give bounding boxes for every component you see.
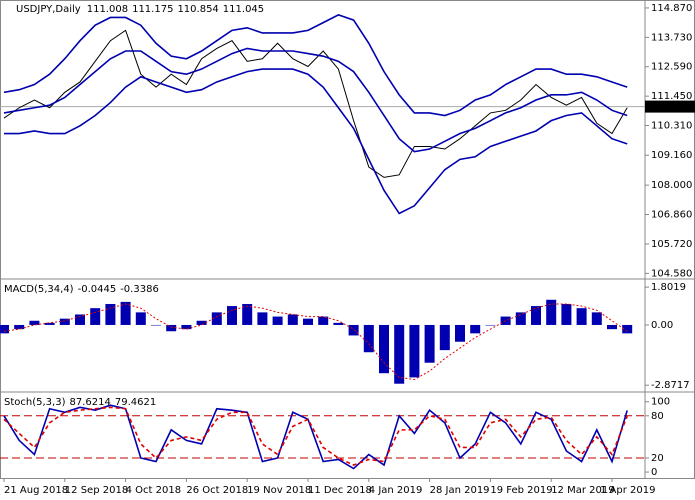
- histogram-bar: [531, 306, 541, 325]
- y-tick-label: 104.580: [651, 268, 692, 279]
- series-line: [3, 47, 628, 153]
- y-tick-label: -2.8717: [651, 380, 690, 391]
- histogram-bar: [348, 324, 359, 336]
- y-tick-label: 20: [651, 453, 664, 464]
- histogram-bar: [363, 324, 374, 353]
- x-tick-label: 19 Nov 2018: [247, 485, 311, 496]
- x-tick-label: 21 Aug 2018: [4, 485, 68, 496]
- y-tick-label: 110.310: [651, 121, 692, 132]
- histogram-bar: [591, 312, 602, 325]
- histogram-bar: [409, 324, 420, 378]
- histogram-bar: [394, 324, 405, 384]
- histogram-bar: [576, 308, 587, 325]
- y-tick-label: 108.000: [651, 180, 692, 191]
- histogram-bar: [561, 303, 572, 325]
- y-tick-label: 105.720: [651, 239, 692, 250]
- x-tick-label: 4 Oct 2018: [126, 485, 181, 496]
- y-tick-label: 109.160: [651, 150, 692, 161]
- stoch-title: Stoch(5,3,3) 87.6214 79.4621: [4, 397, 156, 408]
- x-tick-label: 28 Jan 2019: [430, 485, 490, 496]
- histogram-bar: [318, 316, 329, 325]
- y-tick-label: 113.730: [651, 32, 692, 43]
- series-line: [3, 14, 628, 117]
- histogram-bar: [546, 299, 557, 325]
- histogram-bar: [607, 324, 617, 330]
- histogram-bar: [44, 322, 55, 325]
- histogram-bar: [59, 318, 70, 325]
- y-tick-label: 112.590: [651, 62, 692, 73]
- histogram-bar: [135, 312, 146, 325]
- x-tick-label: 26 Oct 2018: [186, 485, 248, 496]
- histogram-bar: [272, 316, 283, 325]
- last-price-box: [645, 100, 695, 113]
- y-tick-label: 0.00: [651, 320, 673, 331]
- y-tick-label: 80: [651, 411, 664, 422]
- histogram-bar: [105, 303, 116, 325]
- histogram-bar: [470, 324, 481, 334]
- histogram-bar: [151, 324, 161, 326]
- histogram-bar: [303, 318, 313, 325]
- x-tick-label: 12 Sep 2018: [65, 485, 128, 496]
- histogram-bar: [196, 320, 207, 325]
- chart-title: USDJPY,Daily 111.008 111.175 110.854 111.045: [16, 4, 264, 15]
- histogram-bar: [90, 308, 101, 325]
- histogram-bar: [29, 320, 40, 325]
- histogram-bar: [424, 324, 435, 363]
- histogram-bar: [181, 324, 192, 330]
- signal-line: [3, 303, 628, 381]
- histogram-bar: [257, 312, 268, 325]
- macd-title: MACD(5,34,4) -0.0445 -0.3386: [4, 284, 159, 295]
- histogram-bar: [485, 324, 496, 326]
- histogram-bar: [439, 324, 450, 351]
- histogram-bar: [455, 324, 465, 342]
- series-line: [3, 404, 628, 470]
- y-tick-label: 0: [651, 467, 657, 478]
- histogram-bar: [242, 303, 253, 325]
- histogram-bar: [333, 322, 344, 325]
- y-tick-label: 111.450: [651, 91, 692, 102]
- histogram-bar: [515, 312, 526, 325]
- histogram-bar: [622, 324, 633, 334]
- histogram-bar: [75, 314, 85, 325]
- histogram-bar: [379, 324, 389, 374]
- histogram-bar: [211, 312, 222, 325]
- series-line: [3, 29, 628, 178]
- x-tick-label: 12 Mar 2019: [551, 485, 614, 496]
- y-tick-label: 1.8019: [651, 282, 686, 293]
- histogram-bar: [14, 324, 25, 330]
- histogram-bar: [227, 306, 237, 325]
- y-tick-label: 114.870: [651, 3, 692, 14]
- last-price-label: 111.045: [651, 102, 692, 113]
- histogram-bar: [287, 314, 298, 325]
- y-tick-label: 100: [651, 397, 670, 408]
- histogram-bar: [166, 324, 177, 332]
- histogram-bar: [120, 301, 131, 325]
- series-line: [4, 68, 628, 215]
- x-tick-label: 19 Feb 2019: [490, 485, 552, 496]
- x-tick-label: 4 Jan 2019: [369, 485, 423, 496]
- y-tick-label: 106.860: [651, 210, 692, 221]
- series-line: [3, 406, 628, 466]
- histogram-bar: [0, 324, 9, 334]
- x-tick-label: 1 Apr 2019: [600, 485, 655, 496]
- x-tick-label: 11 Dec 2018: [308, 485, 372, 496]
